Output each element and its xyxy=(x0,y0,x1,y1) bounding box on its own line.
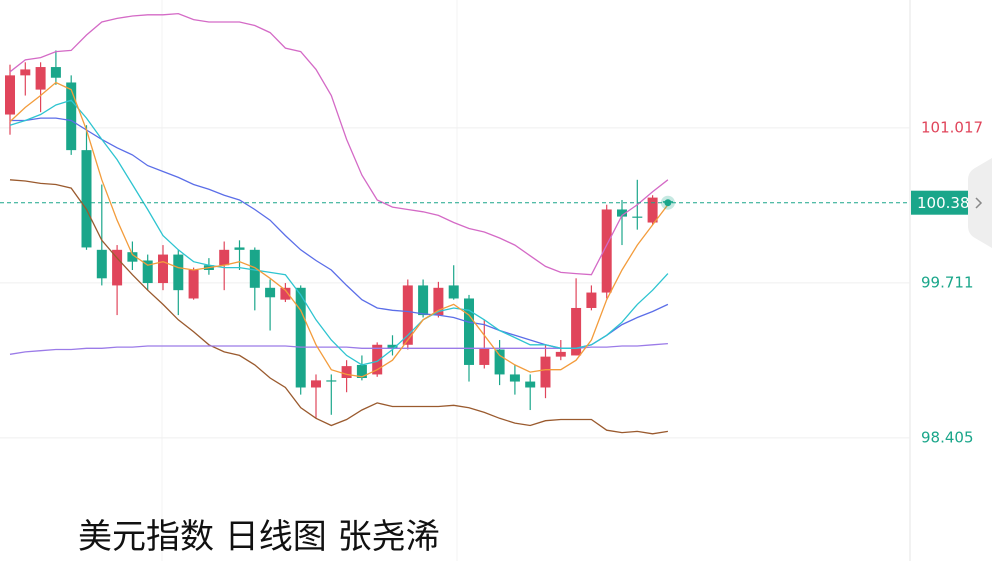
candle-body xyxy=(555,351,566,357)
candle-body xyxy=(219,249,230,266)
candle-body xyxy=(647,197,658,223)
candle-body xyxy=(127,252,138,262)
candle-body xyxy=(540,356,551,388)
candle-body xyxy=(617,209,627,217)
candle-body xyxy=(96,249,107,279)
candle-body xyxy=(158,254,168,284)
candle-body xyxy=(295,287,306,388)
candle-body xyxy=(188,269,199,299)
candle-body xyxy=(5,75,15,115)
candle-body xyxy=(81,150,92,248)
candle-body xyxy=(632,216,643,218)
candle-body xyxy=(509,374,520,382)
candle-body xyxy=(234,247,245,250)
candle-body xyxy=(586,292,597,308)
candle-body xyxy=(372,344,383,375)
candle-body xyxy=(112,249,123,286)
last-price-dot xyxy=(664,199,672,207)
candle-body xyxy=(66,82,77,151)
candle-body xyxy=(356,364,367,378)
candle-body xyxy=(326,380,337,382)
candle-body xyxy=(341,366,352,378)
candle-body xyxy=(265,287,276,298)
indicator-line xyxy=(9,342,668,355)
indicator-line xyxy=(9,81,669,378)
candle-body xyxy=(525,381,536,388)
indicator-line xyxy=(10,117,669,349)
candle-body xyxy=(601,209,612,293)
indicator-line xyxy=(9,12,669,276)
y-tick-label: 99.711 xyxy=(921,273,974,291)
candle-body xyxy=(50,67,61,78)
candle-body xyxy=(402,285,413,345)
candle-body xyxy=(448,285,459,299)
chart-title: 美元指数 日线图 张尧浠 xyxy=(78,517,440,557)
last-price-label: 100.387 xyxy=(917,194,979,212)
candle-body xyxy=(142,260,153,284)
candle-body xyxy=(280,287,291,300)
candle-body xyxy=(249,249,260,288)
candle-body xyxy=(494,349,505,375)
candle-body xyxy=(571,307,582,356)
candle-body xyxy=(479,348,490,365)
indicator-line xyxy=(9,99,669,366)
candle-body xyxy=(311,380,321,388)
indicator-line xyxy=(9,179,669,435)
tab-arrow[interactable] xyxy=(975,197,983,209)
candle-body xyxy=(464,298,474,365)
y-tick-label: 101.017 xyxy=(921,118,983,136)
candle-body xyxy=(433,287,444,316)
y-tick-label: 98.405 xyxy=(921,428,974,446)
candle-body xyxy=(387,344,398,349)
candle-body xyxy=(418,285,429,316)
candle-body xyxy=(35,67,46,90)
candle-body xyxy=(173,254,184,291)
candle-body xyxy=(20,69,31,76)
